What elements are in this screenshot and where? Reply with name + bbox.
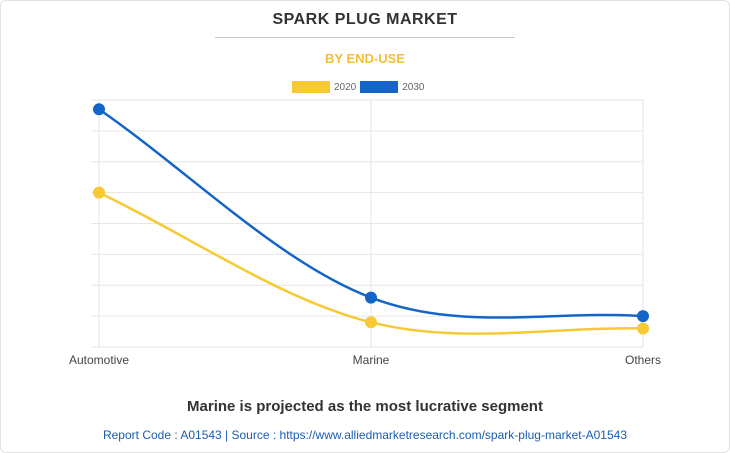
legend-item-2030[interactable]: 2030 bbox=[360, 81, 425, 93]
data-point-2020-others bbox=[637, 322, 649, 335]
chart-headline: Marine is projected as the most lucrativ… bbox=[187, 398, 543, 415]
x-tick-label: Automotive bbox=[69, 353, 129, 367]
x-tick-label: Marine bbox=[353, 353, 390, 367]
legend-label-2030: 2030 bbox=[402, 81, 425, 93]
legend-label-2020: 2020 bbox=[334, 81, 357, 93]
legend-item-2020[interactable]: 2020 bbox=[292, 81, 356, 93]
x-tick-label: Others bbox=[625, 353, 661, 367]
data-point-2030-marine bbox=[365, 291, 377, 304]
report-source-footer[interactable]: Report Code : A01543 | Source : https://… bbox=[102, 428, 628, 442]
title-divider bbox=[215, 37, 515, 38]
data-point-2020-automotive bbox=[93, 186, 105, 199]
data-point-2030-others bbox=[637, 310, 649, 323]
data-point-2020-marine bbox=[365, 316, 377, 329]
data-point-2030-automotive bbox=[93, 103, 105, 116]
chart-title: SPARK PLUG MARKET bbox=[272, 11, 458, 28]
chart-legend: 2020 2030 bbox=[292, 79, 429, 95]
legend-swatch-2020 bbox=[292, 81, 330, 93]
legend-swatch-2030 bbox=[360, 81, 399, 93]
chart-subtitle: BY END-USE bbox=[325, 51, 405, 66]
